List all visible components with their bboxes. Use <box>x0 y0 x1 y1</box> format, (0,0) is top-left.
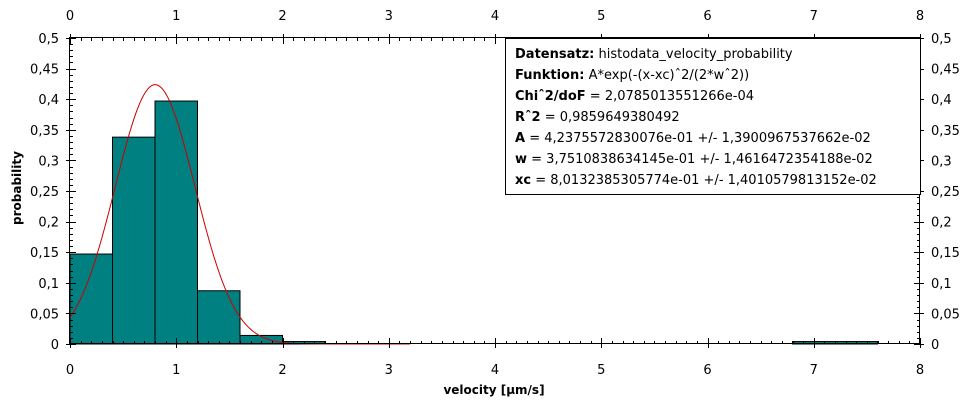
histogram-bar-1 <box>112 136 156 345</box>
stat-key: w <box>515 152 528 167</box>
stat-key: A <box>515 131 526 146</box>
x-axis-label: velocity [µm/s] <box>443 383 545 397</box>
y-tick-label-right: 0,3 <box>931 154 952 169</box>
x-tick-label: 5 <box>597 363 605 378</box>
y-tick-label: 0,3 <box>38 154 59 169</box>
y-tick-label-right: 0,1 <box>931 277 952 292</box>
stat-key: xc <box>515 173 532 188</box>
y-tick-label-right: 0,45 <box>931 63 960 78</box>
y-tick-label-right: 0,05 <box>931 307 960 322</box>
stat-value: = 4,2375572830076e-01 +/- 1,390096753766… <box>525 131 871 146</box>
y-tick-label-right: 0,25 <box>931 185 960 200</box>
y-tick-label-right: 0,4 <box>931 93 952 108</box>
x-tick-label: 3 <box>385 363 393 378</box>
y-tick-label-right: 0 <box>931 338 939 353</box>
y-tick-label: 0 <box>51 338 59 353</box>
y-tick-label-right: 0,2 <box>931 216 952 231</box>
x-tick-label: 1 <box>172 363 180 378</box>
stat-value: = 0,9859649380492 <box>540 110 680 125</box>
y-tick-label-right: 0,35 <box>931 124 960 139</box>
y-tick-label: 0,4 <box>38 93 59 108</box>
y-tick-label: 0,35 <box>30 124 59 139</box>
x-tick-label-top: 2 <box>278 9 286 24</box>
stat-w: w = 3,7510838634145e-01 +/- 1,4616472354… <box>515 149 920 170</box>
x-tick-label: 7 <box>810 363 818 378</box>
stat-value: histodata_velocity_probability <box>594 47 793 62</box>
y-tick-label: 0,2 <box>38 216 59 231</box>
x-tick-label-top: 1 <box>172 9 180 24</box>
stat-key: Chiˆ2/doF <box>515 89 586 104</box>
stat-xc: xc = 8,0132385305774e-01 +/- 1,401057981… <box>515 170 920 191</box>
x-tick-label-top: 6 <box>703 9 711 24</box>
x-tick-label-top: 5 <box>597 9 605 24</box>
stat-r2: Rˆ2 = 0,9859649380492 <box>515 107 920 128</box>
fit-statistics-box: Datensatz: histodata_velocity_probabilit… <box>505 38 921 195</box>
y-tick-label: 0,25 <box>30 185 59 200</box>
histogram-bar-0 <box>69 253 113 345</box>
x-tick-label: 2 <box>278 363 286 378</box>
x-tick-label-top: 3 <box>385 9 393 24</box>
y-tick-label-right: 0,5 <box>931 32 952 47</box>
histogram-bar-2 <box>154 100 198 345</box>
y-tick-label: 0,45 <box>30 63 59 78</box>
x-tick-label-top: 7 <box>810 9 818 24</box>
y-axis-label: probability <box>10 151 24 225</box>
y-tick-label-right: 0,15 <box>931 246 960 261</box>
x-tick-label: 0 <box>66 363 74 378</box>
stat-a: A = 4,2375572830076e-01 +/- 1,3900967537… <box>515 128 920 149</box>
y-tick-label: 0,05 <box>30 307 59 322</box>
stat-value: = 3,7510838634145e-01 +/- 1,461647235418… <box>527 152 873 167</box>
stat-key: Funktion: <box>515 68 585 83</box>
stat-value: A*exp(-(x-xc)ˆ2/(2*wˆ2)) <box>584 68 750 83</box>
stat-chi2: Chiˆ2/doF = 2,0785013551266e-04 <box>515 86 920 107</box>
x-tick-label: 4 <box>491 363 499 378</box>
x-tick-label: 6 <box>703 363 711 378</box>
stat-dataset: Datensatz: histodata_velocity_probabilit… <box>515 44 920 65</box>
y-tick-label: 0,5 <box>38 32 59 47</box>
x-tick-label-top: 8 <box>916 9 924 24</box>
stat-value: = 2,0785013551266e-04 <box>585 89 754 104</box>
stat-function: Funktion: A*exp(-(x-xc)ˆ2/(2*wˆ2)) <box>515 65 920 86</box>
stat-value: = 8,0132385305774e-01 +/- 1,401057981315… <box>531 173 877 188</box>
stat-key: Datensatz: <box>515 47 595 62</box>
x-tick-label-top: 0 <box>66 9 74 24</box>
histogram-bar-3 <box>197 290 241 345</box>
x-tick-label-top: 4 <box>491 9 499 24</box>
stat-key: Rˆ2 <box>515 110 541 125</box>
y-tick-label: 0,15 <box>30 246 59 261</box>
x-tick-label: 8 <box>916 363 924 378</box>
y-tick-label: 0,1 <box>38 277 59 292</box>
